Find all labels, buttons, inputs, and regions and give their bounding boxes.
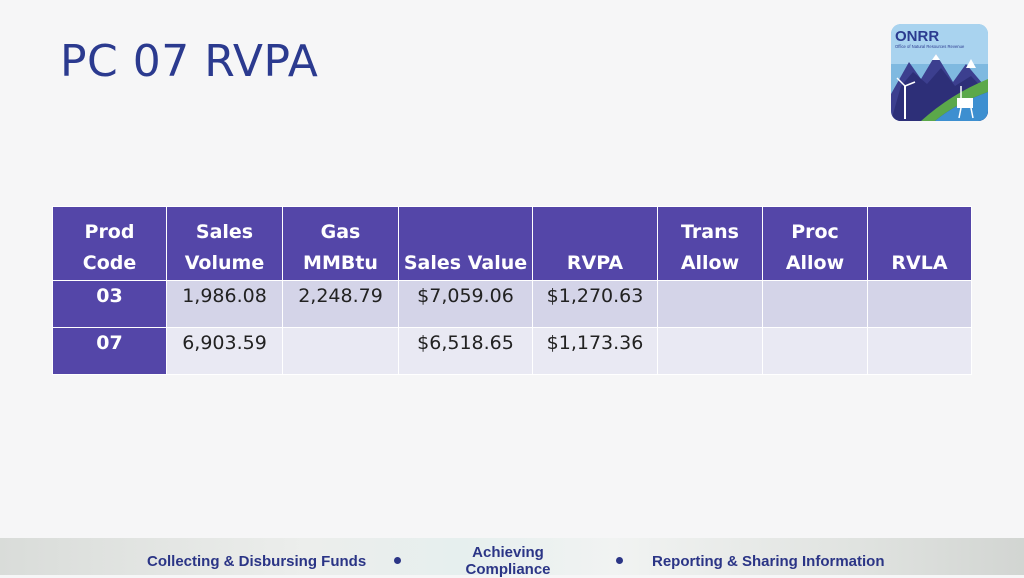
header-sales-volume: Sales Volume	[166, 206, 283, 281]
table-cell-prod-code: 03	[52, 280, 167, 328]
logo-subtitle: Office of Natural Resources Revenue	[895, 44, 965, 49]
header-sales-value: Sales Value	[398, 206, 533, 281]
footer-item-compliance: Achieving Compliance	[465, 544, 551, 578]
header-trans-allow: Trans Allow	[657, 206, 763, 281]
table-cell-gas-mmbtu	[282, 327, 399, 375]
table-row: 03 1,986.08 2,248.79 $7,059.06 $1,270.63	[52, 280, 972, 328]
onrr-logo-graphic: ONRR Office of Natural Resources Revenue	[891, 24, 988, 121]
table-cell-rvpa: $1,173.36	[532, 327, 658, 375]
table-row: 07 6,903.59 $6,518.65 $1,173.36	[52, 327, 972, 375]
table-cell-sales-volume: 6,903.59	[166, 327, 283, 375]
footer-bullet-icon	[616, 557, 623, 564]
table-cell-trans-allow	[657, 280, 763, 328]
footer-bullet-icon	[394, 557, 401, 564]
onrr-logo: ONRR Office of Natural Resources Revenue	[891, 24, 988, 121]
table-cell-rvla	[867, 327, 972, 375]
table-cell-sales-value: $7,059.06	[398, 280, 533, 328]
table-cell-sales-value: $6,518.65	[398, 327, 533, 375]
table-cell-sales-volume: 1,986.08	[166, 280, 283, 328]
table-cell-rvpa: $1,270.63	[532, 280, 658, 328]
logo-text: ONRR	[895, 28, 939, 45]
table-cell-prod-code: 07	[52, 327, 167, 375]
table-cell-proc-allow	[762, 280, 868, 328]
table-cell-trans-allow	[657, 327, 763, 375]
footer-item-reporting: Reporting & Sharing Information	[652, 553, 885, 570]
page-title: PC 07 RVPA	[60, 36, 319, 87]
table-header-row: Prod Code Sales Volume Gas MMBtu Sales Valu…	[52, 206, 972, 281]
header-prod-code: Prod Code	[52, 206, 167, 281]
table-cell-proc-allow	[762, 327, 868, 375]
footer-bar: Collecting & Disbursing Funds Achieving …	[0, 538, 1024, 578]
rvpa-table: Prod Code Sales Volume Gas MMBtu Sales Valu…	[52, 206, 972, 375]
header-proc-allow: Proc Allow	[762, 206, 868, 281]
table-cell-rvla	[867, 280, 972, 328]
table-cell-gas-mmbtu: 2,248.79	[282, 280, 399, 328]
header-rvla: RVLA	[867, 206, 972, 281]
footer-item-collecting: Collecting & Disbursing Funds	[147, 553, 367, 570]
header-rvpa: RVPA	[532, 206, 658, 281]
header-gas-mmbtu: Gas MMBtu	[282, 206, 399, 281]
